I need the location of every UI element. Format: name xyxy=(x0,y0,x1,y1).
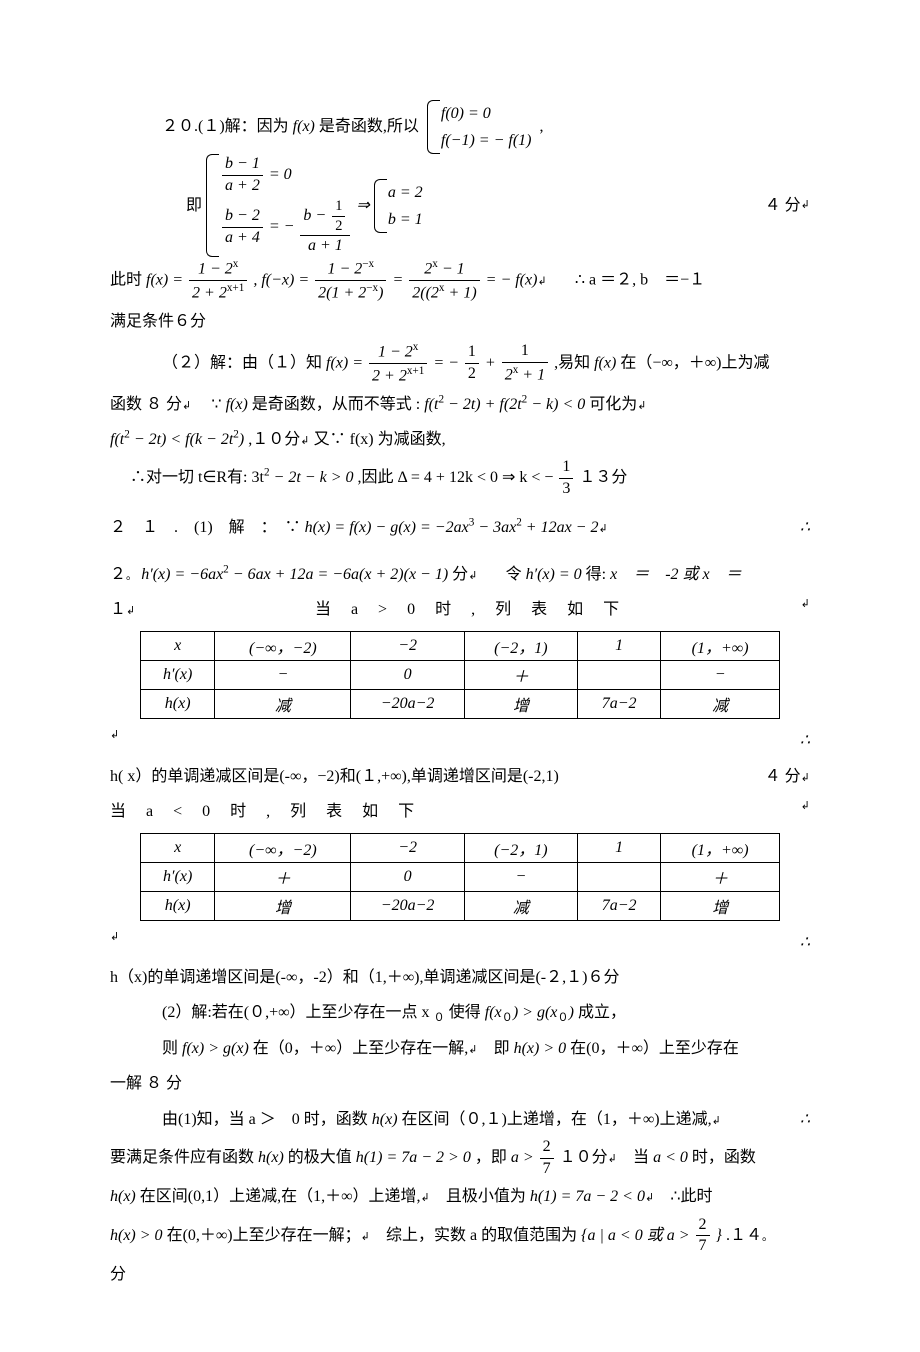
system-2: b − 1a + 2 = 0 b − 2a + 4 = − b − 12a + … xyxy=(206,154,352,257)
q20-satisfy: 满足条件６分 xyxy=(110,304,810,339)
fx: f(x) xyxy=(293,118,315,135)
text: 是奇函数,所以 xyxy=(319,118,423,135)
q21-line3: １↲ 当 a > 0 时 , 列 表 如 下 ↲ xyxy=(110,592,810,627)
q20-p1-line2: 即 b − 1a + 2 = 0 b − 2a + 4 = − b − 12a … xyxy=(110,154,810,257)
q20-p2-line3: f(t2 − 2t) < f(k − 2t2) ,１０分↲ 又∵ f(x) 为减… xyxy=(110,422,810,457)
sign-table-1: x(−∞，−2)−2(−2，1)1(1，+∞) h′(x)−0＋− h(x)减−… xyxy=(140,631,780,719)
q20-p2-line1: （２）解：由（１）知 f(x) = 1 − 2x2 + 2x+1 = − 12 … xyxy=(110,340,810,387)
q20-p2-line2: 函数 ８ 分↲ ∵ f(x) 是奇函数，从而不等式 : f(t2 − 2t) +… xyxy=(110,387,810,422)
q21-mono1: h( x）的单调递减区间是(-∞，−2)和(１,+∞),单调递增区间是(-2,1… xyxy=(110,759,810,794)
q21-after-t2: ↲∴ xyxy=(110,925,810,960)
system-1: f(0) = 0 f(−1) = − f(1) xyxy=(427,100,532,154)
q21-p2-l3: 一解 ８ 分 xyxy=(110,1066,810,1101)
table-row: h′(x)＋0−＋ xyxy=(141,862,780,891)
system-3: a = 2 b = 1 xyxy=(374,179,423,233)
q21-p2-l4: 由(1)知，当 a ＞ 0 时，函数 h(x) 在区间（０,１)上递增，在（1，… xyxy=(110,1102,810,1137)
q21-p2-l2: 则 f(x) > g(x) 在（0，＋∞）上至少存在一解,↲ 即 h(x) > … xyxy=(110,1031,810,1066)
q21-mono2: h（x)的单调递增区间是(-∞，-2）和（1,＋∞),单调递减区间是(-２,１)… xyxy=(110,960,810,995)
q21-wneg: 当 a < 0 时 , 列 表 如 下 ↲ xyxy=(110,794,810,829)
q21-after-t1: ↲∴ xyxy=(110,723,810,758)
comma: , xyxy=(539,118,543,135)
q21-p2-l1: (2）解:若在(０,+∞）上至少存在一点 x ０ 使得 f(x０) > g(x０… xyxy=(110,995,810,1031)
table-row: x(−∞，−2)−2(−2，1)1(1，+∞) xyxy=(141,632,780,661)
sign-table-2: x(−∞，−2)−2(−2，1)1(1，+∞) h′(x)＋0−＋ h(x)增−… xyxy=(140,833,780,921)
q20-p1-line1: ２０.(１)解：因为 f(x) 是奇函数,所以 f(0) = 0 f(−1) =… xyxy=(110,100,810,154)
table-row: h(x)减−20a−2增7a−2减 xyxy=(141,690,780,719)
q20-p2-line4: ∴对一切 t∈R有: 3t2 − 2t − k > 0 ,因此 Δ = 4 + … xyxy=(110,457,810,500)
q21-p2-l7: h(x) > 0 在(0,＋∞)上至少存在一解；↲ 综上，实数 a 的取值范围为… xyxy=(110,1215,810,1258)
document-page: ２０.(１)解：因为 f(x) 是奇函数,所以 f(0) = 0 f(−1) =… xyxy=(0,0,920,1352)
ji: 即 xyxy=(186,188,202,223)
table-row: h′(x)−0＋− xyxy=(141,661,780,690)
table-row: x(−∞，−2)−2(−2，1)1(1，+∞) xyxy=(141,833,780,862)
q21-p2-l8: 分 xyxy=(110,1257,810,1292)
q20-p1-line3: 此时 f(x) = 1 − 2x2 + 2x+1 , f(−x) = 1 − 2… xyxy=(110,257,810,304)
score-4: ４ 分 xyxy=(765,188,801,223)
q21-p2-l6: h(x) 在区间(0,1）上递减,在（1,＋∞）上递增,↲ 且极小值为 h(1)… xyxy=(110,1179,810,1214)
arrow: ⇒ xyxy=(356,188,369,223)
text: ２０.(１)解：因为 xyxy=(162,118,293,135)
q21-p2-l5: 要满足条件应有函数 h(x) 的极大值 h(1) = 7a − 2 > 0 ，即… xyxy=(110,1137,810,1180)
q21-line2: ２。 h′(x) = −6ax2 − 6ax + 12a = −6a(x + 2… xyxy=(110,545,810,592)
q21-line1: ２ １ . (1) 解 ： ∵ h(x) = f(x) − g(x) = −2a… xyxy=(110,500,810,545)
table-row: h(x)增−20a−2减7a−2增 xyxy=(141,891,780,920)
